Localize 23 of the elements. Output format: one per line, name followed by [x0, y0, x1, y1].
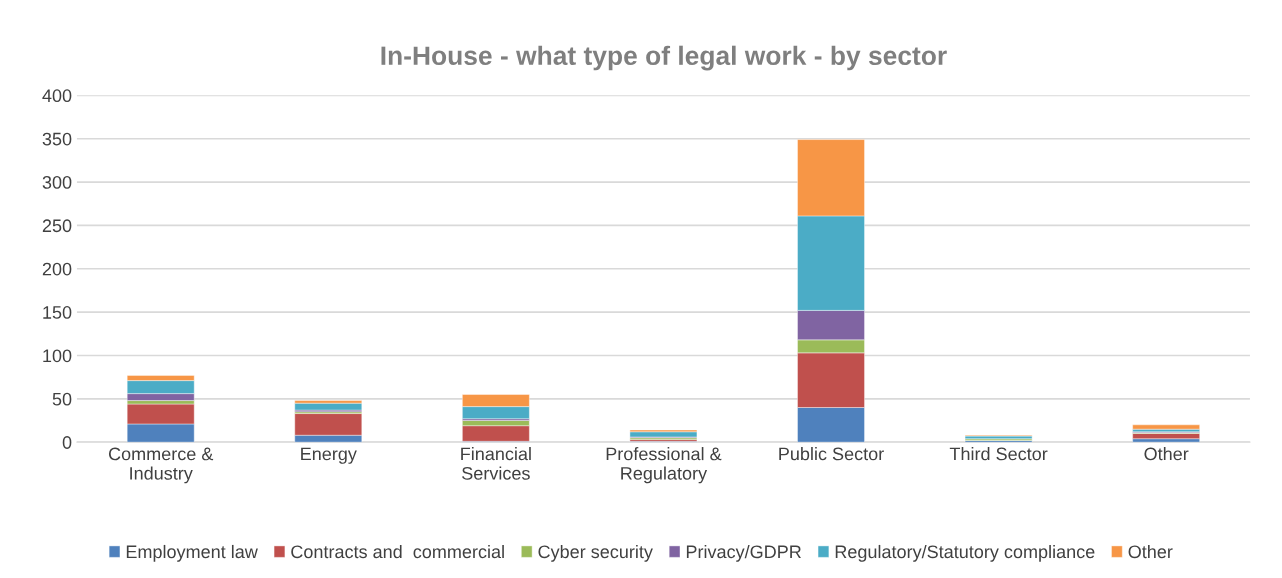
- y-tick-label: 50: [52, 392, 72, 406]
- legend-label: Cyber security: [538, 544, 653, 562]
- chart-title: In-House - what type of legal work - by sector: [381, 45, 947, 71]
- x-tick-label: Third Sector: [949, 447, 1048, 461]
- y-tick-label: 250: [42, 219, 72, 233]
- x-tick-label: Professional & Regulatory: [606, 447, 722, 484]
- y-tick-label: 350: [42, 132, 72, 146]
- y-tick-label: 200: [42, 262, 72, 276]
- y-tick-label: 150: [43, 306, 72, 319]
- y-tick-label: 0: [62, 436, 72, 449]
- legend-label: Contracts and commercial: [291, 544, 504, 559]
- x-tick-label: Financial Services: [461, 447, 531, 480]
- x-tick-label: Other: [1144, 447, 1189, 461]
- legend-label: Employment law: [126, 544, 258, 562]
- x-tick-label: Commerce & Industry: [108, 447, 214, 484]
- y-tick-label: 300: [42, 176, 72, 189]
- legend-label: Regulatory/Statutory compliance: [835, 544, 1095, 562]
- y-tick-label: 400: [42, 89, 72, 103]
- y-tick-label: 100: [43, 349, 72, 363]
- legend-label: Privacy/GDPR: [686, 544, 801, 562]
- x-tick-label: Energy: [301, 447, 357, 464]
- x-tick-label: Public Sector: [779, 447, 884, 461]
- legend-label: Other: [1128, 544, 1173, 559]
